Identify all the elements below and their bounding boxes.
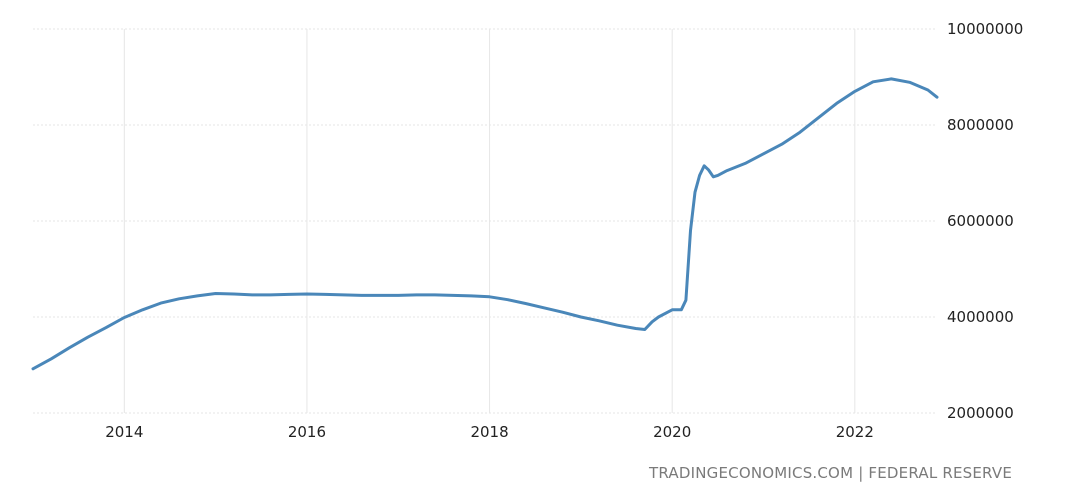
y-tick-label: 10000000	[947, 20, 1023, 38]
x-tick-label: 2014	[105, 423, 143, 441]
series-layer	[31, 77, 939, 371]
x-tick-label: 2020	[653, 423, 691, 441]
source-attribution: TRADINGECONOMICS.COM | FEDERAL RESERVE	[649, 464, 1012, 482]
series-line	[31, 77, 939, 371]
source-separator: |	[858, 464, 864, 482]
x-tick-label: 2018	[470, 423, 508, 441]
y-tick-label: 8000000	[947, 116, 1014, 134]
tick-label-layer: 2000000 4000000 6000000 8000000 10000000 2014…	[105, 20, 1023, 441]
grid-layer	[33, 28, 937, 414]
y-tick-label: 4000000	[947, 308, 1014, 326]
source-site: TRADINGECONOMICS.COM	[649, 464, 854, 482]
y-tick-label: 2000000	[947, 404, 1014, 422]
x-tick-label: 2016	[288, 423, 326, 441]
x-tick-label: 2022	[836, 423, 874, 441]
y-tick-label: 6000000	[947, 212, 1014, 230]
source-publisher: FEDERAL RESERVE	[868, 464, 1012, 482]
